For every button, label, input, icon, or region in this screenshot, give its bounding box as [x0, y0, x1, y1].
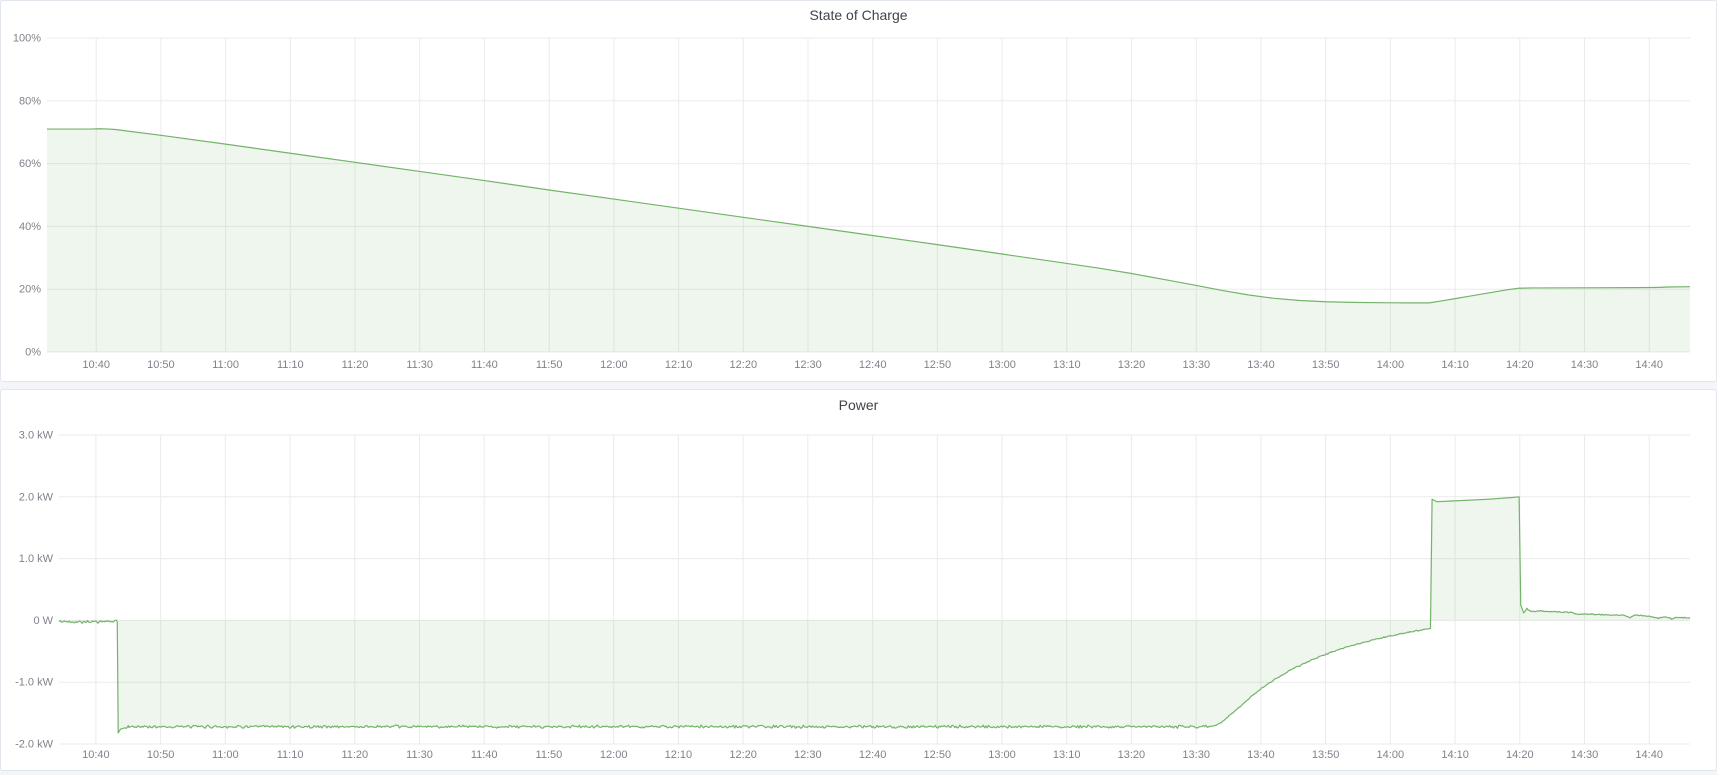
x-tick-label: 11:40	[471, 749, 498, 761]
x-tick-label: 13:10	[1053, 749, 1081, 761]
x-tick-label: 13:20	[1118, 749, 1146, 761]
grid	[47, 37, 1690, 353]
power-plot-area[interactable]: 3.0 kW 2.0 kW 1.0 kW 0 W -1.0 kW -2.0 kW 10:40…	[1, 390, 1716, 770]
x-tick-label: 14:30	[1571, 359, 1599, 371]
x-tick-label: 10:40	[82, 359, 110, 371]
y-axis-labels: 3.0 kW 2.0 kW 1.0 kW 0 W -1.0 kW -2.0 kW	[15, 430, 54, 751]
x-tick-label: 11:30	[406, 359, 433, 371]
x-tick-label: 13:50	[1312, 359, 1340, 371]
y-tick-label: 2.0 kW	[19, 491, 54, 503]
grid	[59, 434, 1690, 745]
x-tick-label: 12:20	[730, 359, 758, 371]
x-tick-label: 13:40	[1247, 749, 1275, 761]
y-tick-label: 1.0 kW	[19, 553, 54, 565]
y-tick-label: 0 W	[33, 615, 53, 627]
panel-title[interactable]: State of Charge	[809, 7, 908, 23]
panel-state-of-charge: State of Charge 100% 80% 60% 40% 20% 0% 10:40 1…	[0, 0, 1717, 382]
x-tick-label: 14:00	[1377, 749, 1405, 761]
x-tick-label: 11:50	[536, 749, 563, 761]
x-tick-label: 12:30	[794, 359, 822, 371]
x-tick-label: 12:00	[600, 749, 628, 761]
x-tick-label: 14:30	[1571, 749, 1599, 761]
series-line	[58, 496, 1691, 734]
x-tick-label: 13:00	[988, 359, 1016, 371]
x-tick-label: 11:00	[212, 359, 239, 371]
x-tick-label: 14:00	[1377, 359, 1405, 371]
x-tick-label: 11:00	[212, 749, 239, 761]
x-tick-label: 11:10	[277, 359, 304, 371]
y-tick-label: 3.0 kW	[19, 430, 54, 442]
x-tick-label: 13:10	[1053, 359, 1081, 371]
x-tick-label: 12:50	[924, 749, 952, 761]
x-tick-label: 14:20	[1506, 749, 1534, 761]
x-axis-labels: 10:40 10:50 11:00 11:10 11:20 11:30 11:40 11:50…	[82, 359, 1663, 371]
y-tick-label: -1.0 kW	[15, 677, 54, 689]
x-tick-label: 11:30	[406, 749, 433, 761]
x-tick-label: 12:10	[665, 359, 693, 371]
x-tick-label: 10:40	[82, 749, 110, 761]
x-tick-label: 13:30	[1183, 359, 1211, 371]
x-tick-label: 14:20	[1506, 359, 1534, 371]
series-area-fill	[59, 496, 1690, 733]
power-chart-svg[interactable]: 3.0 kW 2.0 kW 1.0 kW 0 W -1.0 kW -2.0 kW 10:40…	[1, 390, 1716, 770]
x-tick-label: 12:20	[729, 749, 757, 761]
x-tick-label: 12:50	[924, 359, 952, 371]
x-tick-label: 13:40	[1247, 359, 1275, 371]
x-tick-label: 11:50	[536, 359, 563, 371]
y-tick-label: 80%	[19, 95, 41, 107]
x-tick-label: 11:40	[471, 359, 498, 371]
soc-plot-area[interactable]: 100% 80% 60% 40% 20% 0% 10:40 10:50 11:00 11:10 11…	[1, 1, 1716, 381]
x-tick-label: 14:10	[1441, 749, 1469, 761]
y-tick-label: 100%	[13, 33, 41, 45]
x-tick-label: 11:20	[342, 359, 369, 371]
y-tick-label: 60%	[19, 158, 41, 170]
x-tick-label: 13:50	[1312, 749, 1340, 761]
x-tick-label: 11:10	[277, 749, 304, 761]
y-tick-label: 40%	[19, 221, 41, 233]
x-tick-label: 11:20	[341, 749, 368, 761]
series-line	[47, 128, 1691, 304]
y-axis-labels: 100% 80% 60% 40% 20% 0%	[13, 33, 41, 359]
x-tick-label: 12:30	[794, 749, 822, 761]
panel-title[interactable]: Power	[838, 397, 879, 413]
x-axis-labels: 10:40 10:50 11:00 11:10 11:20 11:30 11:40 11:50…	[82, 749, 1663, 761]
x-tick-label: 10:50	[147, 749, 175, 761]
x-tick-label: 13:30	[1182, 749, 1210, 761]
x-tick-label: 14:10	[1441, 359, 1469, 371]
series-area-fill	[47, 128, 1690, 352]
y-tick-label: -2.0 kW	[15, 739, 54, 751]
x-tick-label: 13:20	[1118, 359, 1146, 371]
x-tick-label: 14:40	[1635, 749, 1663, 761]
x-tick-label: 12:40	[859, 359, 887, 371]
x-tick-label: 10:50	[147, 359, 175, 371]
soc-chart-svg[interactable]: 100% 80% 60% 40% 20% 0% 10:40 10:50 11:00 11:10 11…	[1, 1, 1716, 381]
x-tick-label: 14:40	[1635, 359, 1663, 371]
x-tick-label: 12:10	[665, 749, 693, 761]
x-tick-label: 12:40	[859, 749, 887, 761]
y-tick-label: 20%	[19, 284, 41, 296]
x-tick-label: 13:00	[988, 749, 1016, 761]
y-tick-label: 0%	[25, 347, 41, 359]
x-tick-label: 12:00	[600, 359, 628, 371]
panel-power: Power 3.0 kW 2.0 kW 1.0 kW 0 W -1.0 kW -2.0 k…	[0, 389, 1717, 771]
